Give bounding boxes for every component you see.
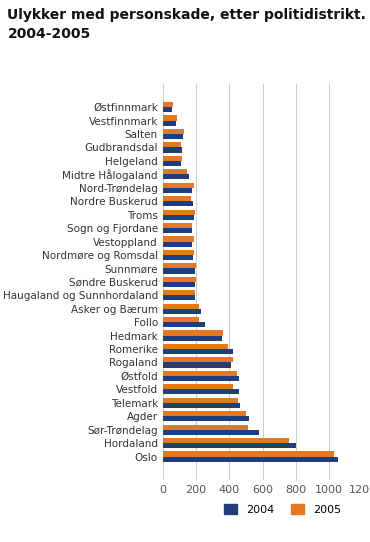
Bar bbox=[163, 250, 194, 255]
Bar bbox=[163, 304, 199, 309]
Bar bbox=[163, 120, 176, 126]
Bar bbox=[163, 322, 205, 327]
Bar bbox=[163, 175, 189, 179]
Bar bbox=[163, 215, 194, 220]
Bar bbox=[163, 376, 239, 381]
Bar bbox=[163, 134, 183, 139]
Bar bbox=[163, 398, 238, 403]
Bar bbox=[163, 156, 182, 161]
Bar bbox=[163, 317, 199, 322]
Bar bbox=[163, 147, 182, 152]
Bar bbox=[163, 228, 192, 233]
Bar bbox=[163, 335, 222, 341]
Bar bbox=[163, 371, 237, 376]
Bar bbox=[163, 411, 246, 416]
Bar bbox=[163, 424, 248, 430]
Bar bbox=[163, 161, 181, 166]
Bar bbox=[163, 268, 195, 274]
Bar bbox=[163, 349, 233, 354]
Bar bbox=[163, 107, 172, 112]
Bar bbox=[163, 331, 223, 335]
Bar bbox=[163, 384, 233, 389]
Bar bbox=[163, 223, 192, 228]
Bar bbox=[163, 290, 195, 295]
Bar bbox=[163, 115, 177, 120]
Bar bbox=[163, 183, 194, 188]
Bar bbox=[163, 210, 195, 215]
Bar bbox=[163, 236, 195, 242]
Bar bbox=[163, 451, 334, 456]
Bar bbox=[163, 255, 193, 260]
Bar bbox=[163, 344, 228, 349]
Bar bbox=[163, 102, 173, 107]
Bar bbox=[163, 309, 201, 314]
Bar bbox=[163, 169, 187, 175]
Bar bbox=[163, 143, 181, 147]
Bar bbox=[163, 416, 249, 421]
Bar bbox=[163, 201, 193, 207]
Text: Ulykker med personskade, etter politidistrikt. Fylke.
2004-2005: Ulykker med personskade, etter politidis… bbox=[7, 8, 370, 41]
Bar bbox=[163, 363, 231, 367]
Bar bbox=[163, 295, 195, 300]
Bar bbox=[163, 456, 338, 462]
Bar bbox=[163, 357, 233, 363]
Bar bbox=[163, 438, 289, 443]
Bar bbox=[163, 188, 192, 193]
Bar bbox=[163, 242, 192, 247]
Bar bbox=[163, 403, 240, 408]
Bar bbox=[163, 277, 196, 282]
Bar bbox=[163, 196, 191, 201]
Bar bbox=[163, 263, 196, 268]
Bar bbox=[163, 389, 239, 395]
Legend: 2004, 2005: 2004, 2005 bbox=[219, 500, 346, 520]
Bar bbox=[163, 282, 195, 287]
Bar bbox=[163, 443, 296, 448]
Bar bbox=[163, 430, 259, 435]
Bar bbox=[163, 129, 184, 134]
